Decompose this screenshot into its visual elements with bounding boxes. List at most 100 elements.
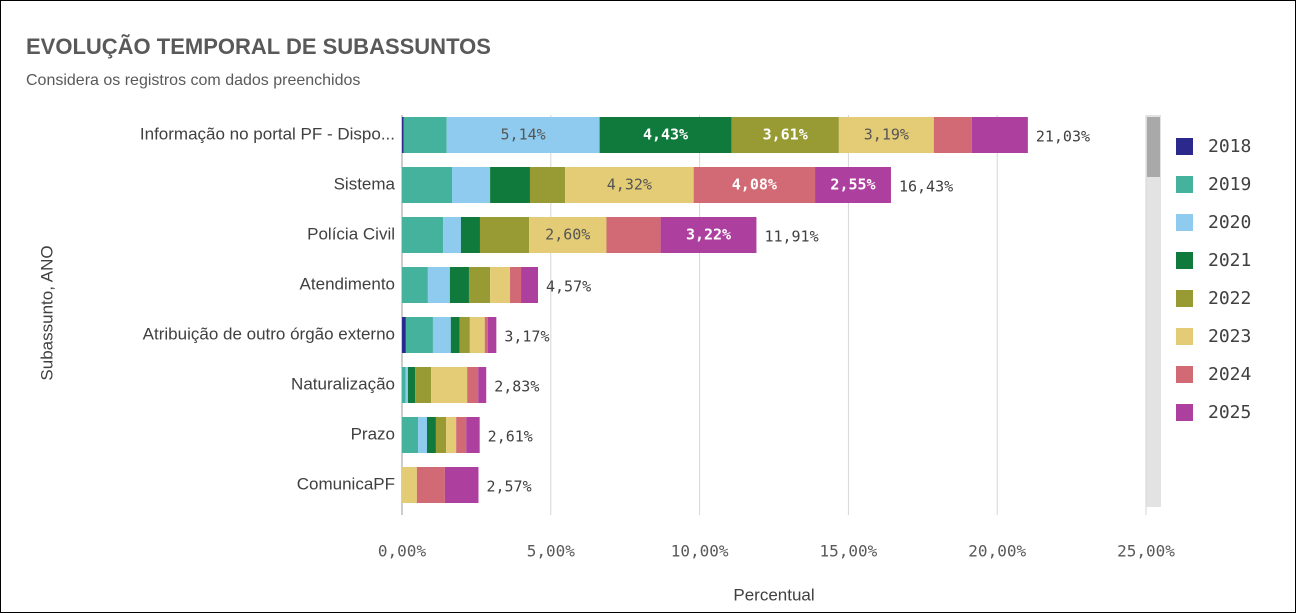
scrollbar-thumb[interactable] <box>1147 117 1160 177</box>
bar-segment <box>459 317 470 353</box>
bar-segment <box>490 267 511 303</box>
bar-segment <box>478 367 487 403</box>
y-tick-label: Polícia Civil <box>307 224 395 243</box>
bar-segment <box>467 367 479 403</box>
bar-segment <box>418 417 427 453</box>
y-tick-label: Informação no portal PF - Dispo... <box>140 124 395 143</box>
legend-swatch <box>1176 176 1193 193</box>
legend-swatch <box>1176 366 1193 383</box>
legend-swatch <box>1176 404 1193 421</box>
x-tick-label: 25,00% <box>1117 542 1175 561</box>
x-axis-title: Percentual <box>733 585 814 604</box>
data-label: 4,08% <box>732 176 777 194</box>
x-tick-label: 20,00% <box>968 542 1026 561</box>
bar-segment <box>443 217 461 253</box>
legend-label: 2022 <box>1208 288 1251 309</box>
legend-swatch <box>1176 328 1193 345</box>
data-label: 4,43% <box>643 126 688 144</box>
bar-segment <box>468 267 491 303</box>
bar-segment <box>402 467 417 503</box>
data-label: 3,22% <box>686 226 731 244</box>
data-label: 5,14% <box>501 126 546 144</box>
bar-segment <box>933 117 972 153</box>
y-tick-label: Prazo <box>351 424 395 443</box>
total-label: 4,57% <box>546 278 591 296</box>
data-label: 3,19% <box>864 126 909 144</box>
total-label: 2,57% <box>486 478 531 496</box>
bar-segment <box>427 267 450 303</box>
bar-segment <box>446 117 600 153</box>
y-tick-label: Atribuição de outro órgão externo <box>143 324 395 343</box>
x-tick-label: 0,00% <box>378 542 427 561</box>
data-label: 3,61% <box>763 126 808 144</box>
legend-label: 2021 <box>1208 250 1251 271</box>
bar-segment <box>402 117 404 153</box>
total-label: 2,83% <box>494 378 539 396</box>
bar-segment <box>451 167 491 203</box>
bar-segment <box>490 167 530 203</box>
scrollbar-track[interactable] <box>1146 115 1161 507</box>
legend-swatch <box>1176 252 1193 269</box>
legend-label: 2023 <box>1208 326 1251 347</box>
chart-subtitle: Considera os registros com dados preench… <box>26 72 360 89</box>
legend-label: 2018 <box>1208 136 1251 157</box>
legend-swatch <box>1176 214 1193 231</box>
data-label: 4,32% <box>607 176 652 194</box>
bar-segment <box>431 367 468 403</box>
bar-segment <box>484 317 488 353</box>
legend-label: 2024 <box>1208 364 1251 385</box>
bar-segment <box>450 317 460 353</box>
x-tick-label: 5,00% <box>527 542 576 561</box>
bar-segment <box>449 267 469 303</box>
bar-segment <box>405 317 433 353</box>
bar-segment <box>407 367 416 403</box>
bar-segment <box>402 167 452 203</box>
bar-segment <box>403 117 447 153</box>
total-label: 2,61% <box>488 428 533 446</box>
bar-segment <box>460 217 480 253</box>
bar-segment <box>510 267 522 303</box>
x-tick-label: 10,00% <box>671 542 729 561</box>
bar-segment <box>731 117 839 153</box>
chart-title: EVOLUÇÃO TEMPORAL DE SUBASSUNTOS <box>26 34 491 59</box>
bar-segment <box>402 217 444 253</box>
bar-segment <box>415 367 432 403</box>
legend-label: 2020 <box>1208 212 1251 233</box>
data-label: 2,60% <box>545 226 590 244</box>
bar-segment <box>402 317 406 353</box>
total-label: 11,91% <box>764 228 818 246</box>
legend-swatch <box>1176 138 1193 155</box>
bar-segment <box>529 217 607 253</box>
bar-segment <box>466 417 480 453</box>
y-tick-label: ComunicaPF <box>297 474 395 493</box>
y-axis-title: Subassunto, ANO <box>37 245 56 380</box>
y-tick-label: Sistema <box>334 174 396 193</box>
legend-swatch <box>1176 290 1193 307</box>
legend-label: 2025 <box>1208 402 1251 423</box>
bar-segment <box>426 417 436 453</box>
bar-segment <box>405 367 408 403</box>
bar-segment <box>416 467 445 503</box>
bar-segment <box>435 417 447 453</box>
bar-segment <box>456 417 467 453</box>
bar-segment <box>529 167 566 203</box>
y-tick-label: Naturalização <box>291 374 395 393</box>
bar-segment <box>479 217 530 253</box>
bar-segment <box>446 417 457 453</box>
total-label: 3,17% <box>504 328 549 346</box>
bar-segment <box>432 317 451 353</box>
bar-segment <box>402 367 406 403</box>
bar-segment <box>815 167 891 203</box>
bar-segment <box>599 117 732 153</box>
bar-segment <box>469 317 485 353</box>
bar-segment <box>606 217 661 253</box>
bar-segment <box>444 467 479 503</box>
legend-label: 2019 <box>1208 174 1251 195</box>
x-tick-label: 15,00% <box>820 542 878 561</box>
y-tick-label: Atendimento <box>300 274 395 293</box>
total-label: 16,43% <box>899 178 953 196</box>
bar-segment <box>971 117 1028 153</box>
bar-segment <box>693 167 816 203</box>
